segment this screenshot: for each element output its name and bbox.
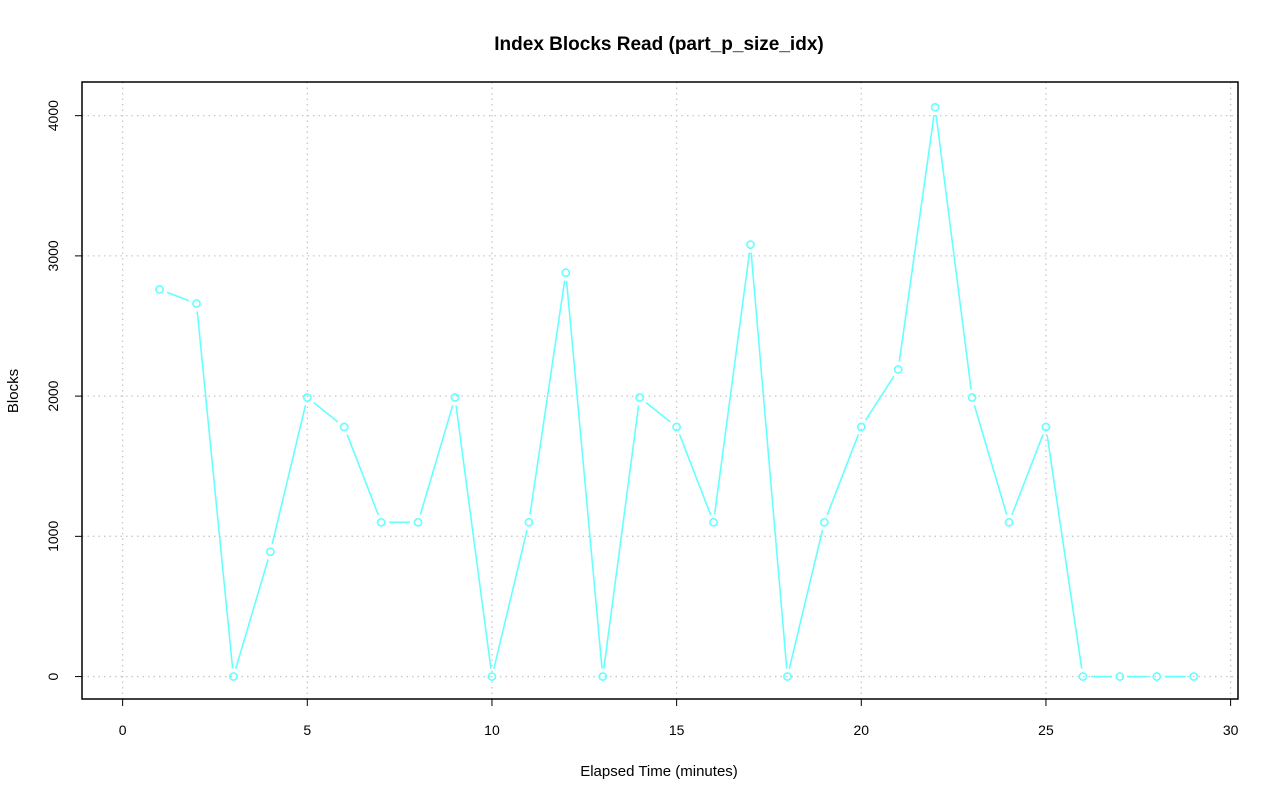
x-tick-label: 0 (119, 722, 127, 738)
series-segment (455, 405, 492, 669)
data-point (450, 393, 460, 402)
y-tick-label: 2000 (45, 380, 61, 411)
y-axis: 0 1000 2000 3000 4000 (45, 100, 82, 680)
y-axis-label: Blocks (5, 369, 22, 413)
series-segment (234, 559, 269, 670)
series-segment (166, 291, 190, 302)
series-segment (271, 405, 307, 545)
data-point (339, 422, 349, 432)
series-segment (603, 405, 640, 669)
y-tick-label: 3000 (45, 240, 61, 271)
series-segment (898, 115, 935, 362)
series-segment (935, 115, 972, 390)
series-segment (645, 401, 671, 423)
data-point (1004, 517, 1014, 527)
series-segment (864, 375, 895, 421)
series-segment (196, 311, 234, 669)
data-point (229, 672, 238, 681)
data-point (561, 268, 571, 278)
x-tick-label: 15 (669, 722, 685, 738)
series-segment (826, 434, 860, 516)
data-point (265, 547, 275, 557)
data-point (376, 517, 386, 527)
data-point (1115, 672, 1125, 681)
data-point (967, 393, 977, 402)
y-tick-label: 4000 (45, 100, 61, 131)
x-tick-label: 20 (853, 722, 869, 738)
series-segment (565, 280, 603, 669)
data-point (856, 422, 866, 432)
x-axis-label: Elapsed Time (minutes) (580, 763, 738, 780)
data-point (893, 365, 903, 374)
data-point (672, 422, 682, 432)
data-point (1078, 672, 1088, 681)
series-segment (1046, 434, 1083, 669)
series-segment (1011, 434, 1044, 516)
x-tick-label: 5 (303, 722, 311, 738)
y-tick-label: 0 (45, 672, 61, 680)
x-tick-label: 25 (1038, 722, 1054, 738)
data-point (1041, 422, 1051, 432)
data-point (155, 285, 164, 294)
data-point (819, 517, 829, 527)
series-segment (493, 529, 528, 669)
series-segment (788, 529, 824, 669)
x-axis: 0 5 10 15 20 25 30 (119, 699, 1239, 738)
series-segment (313, 401, 339, 423)
data-point (413, 517, 423, 527)
grid (82, 82, 1238, 699)
data-point (1189, 672, 1199, 681)
series-segment (419, 404, 454, 515)
x-tick-label: 10 (484, 722, 500, 738)
series-segment (750, 252, 788, 669)
data-point (746, 240, 755, 250)
series-segment (973, 404, 1008, 515)
data-point (302, 393, 312, 402)
data-point (524, 517, 534, 527)
data-point (930, 102, 940, 112)
data-point (1152, 672, 1162, 681)
series-segment (678, 434, 712, 516)
data-point (598, 672, 608, 681)
x-tick-label: 30 (1223, 722, 1239, 738)
series-segment (529, 280, 566, 515)
series-segment (713, 252, 751, 515)
data-point (487, 672, 497, 681)
y-tick-label: 1000 (45, 521, 61, 552)
series-group (155, 102, 1199, 681)
data-point (635, 393, 645, 402)
chart-title: Index Blocks Read (part_p_size_idx) (494, 34, 823, 55)
data-point (783, 672, 792, 681)
data-point (709, 517, 718, 527)
data-point (192, 299, 201, 308)
plot-frame (81, 81, 1239, 700)
series-segment (346, 434, 380, 516)
